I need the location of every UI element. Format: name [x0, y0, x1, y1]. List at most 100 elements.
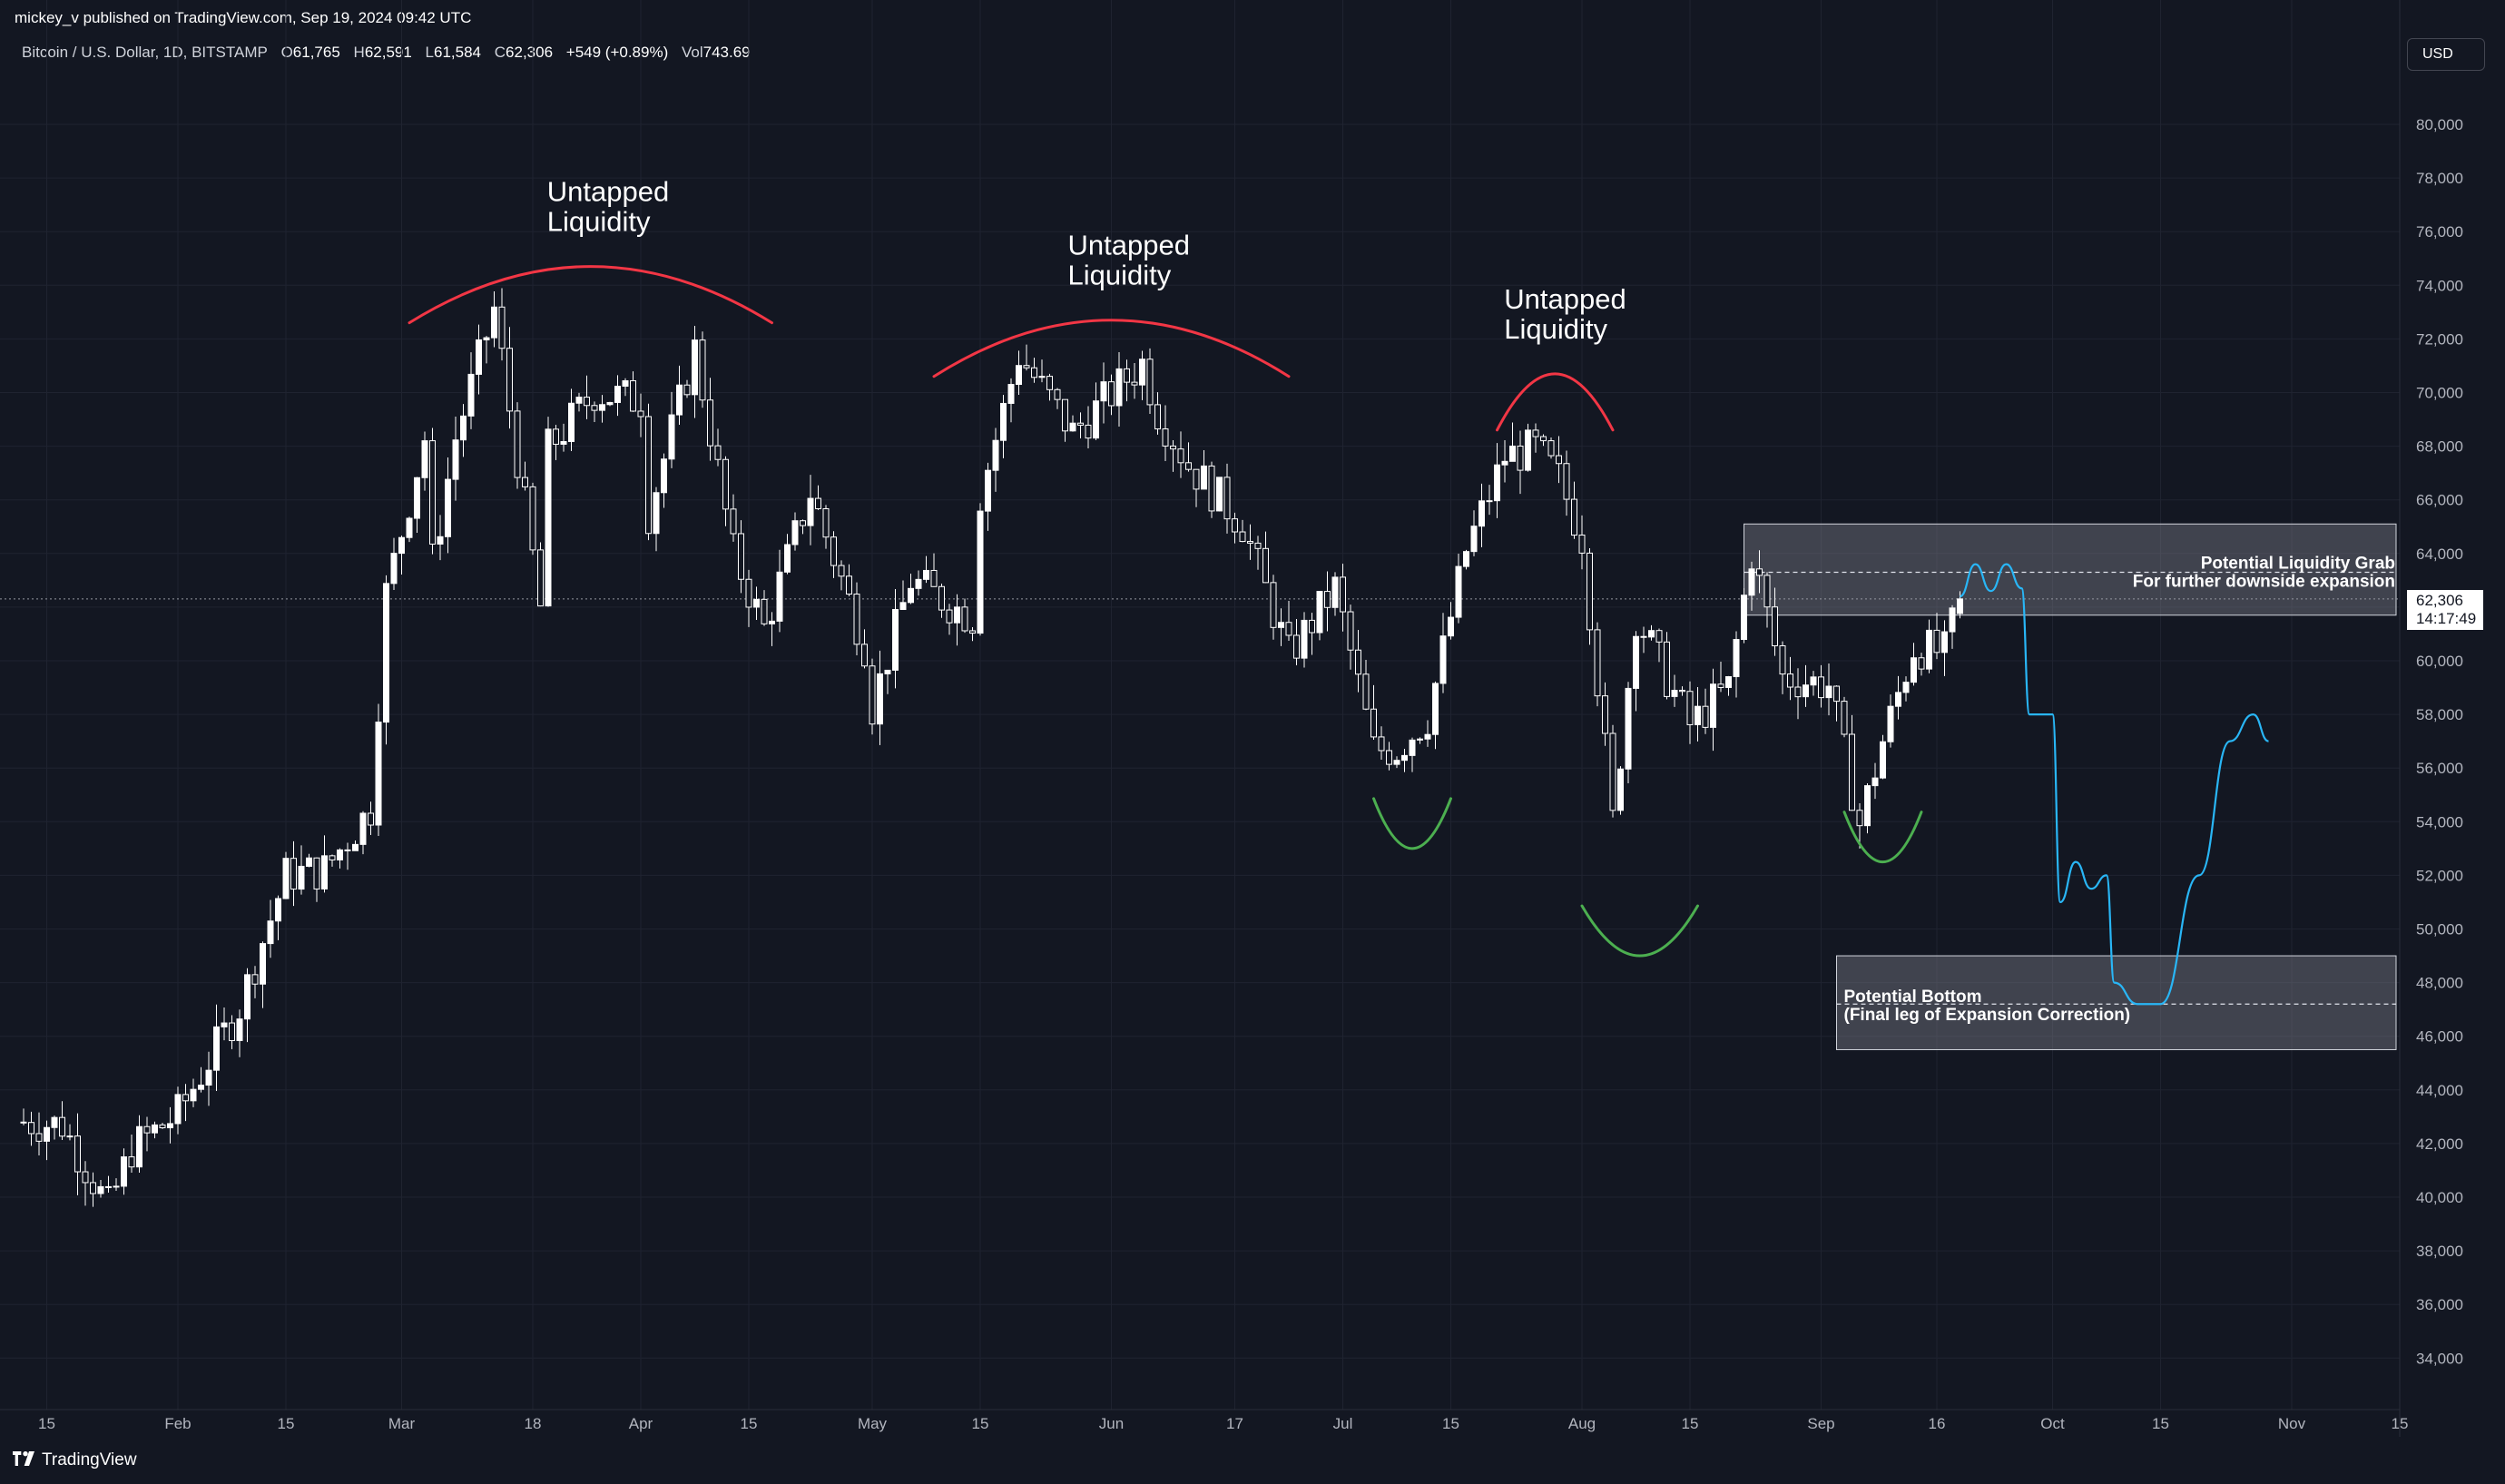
- candle: [1139, 350, 1145, 400]
- untapped-liquidity-label-2: Untapped Liquidity: [1068, 230, 1190, 291]
- candle-body: [1640, 635, 1647, 638]
- candle-body: [229, 1022, 235, 1041]
- x-tick-label: Jul: [1333, 1415, 1353, 1432]
- candle: [1609, 724, 1616, 818]
- candles-layer: [20, 288, 1963, 1207]
- candle-body: [1671, 690, 1678, 697]
- candle: [1880, 734, 1886, 780]
- candle-body: [830, 536, 837, 566]
- candle: [977, 503, 984, 636]
- candle-body: [807, 497, 814, 526]
- candle: [267, 899, 274, 958]
- candle-body: [1895, 692, 1901, 707]
- candle: [190, 1078, 197, 1107]
- candle: [1301, 612, 1308, 668]
- candle-body: [1926, 629, 1932, 670]
- candle: [460, 404, 467, 457]
- candle: [1779, 641, 1786, 694]
- candle-body: [113, 1185, 120, 1188]
- y-tick-label: 54,000: [2416, 813, 2463, 830]
- last-price-tag: 62,306 14:17:49: [2407, 590, 2483, 630]
- candle: [853, 582, 860, 656]
- candle: [1648, 624, 1655, 641]
- candle-body: [1748, 568, 1755, 596]
- candle-body: [1278, 622, 1284, 628]
- candle: [167, 1106, 173, 1144]
- candle-body: [359, 812, 367, 845]
- candle-body: [614, 386, 621, 403]
- candle: [128, 1134, 135, 1174]
- symbol-title[interactable]: Bitcoin / U.S. Dollar, 1D, BITSTAMP: [22, 44, 268, 61]
- candle-body: [738, 533, 744, 580]
- candle: [1741, 588, 1747, 644]
- candle-body: [553, 428, 559, 445]
- candle-body: [1594, 629, 1601, 697]
- candle: [1895, 675, 1901, 720]
- candle-body: [1139, 359, 1145, 386]
- candle-body: [97, 1185, 104, 1194]
- candle: [1470, 510, 1478, 556]
- candle: [28, 1111, 34, 1146]
- candle: [1278, 608, 1284, 646]
- candle-body: [1586, 552, 1593, 631]
- candle: [1007, 378, 1015, 423]
- candle: [745, 569, 752, 627]
- candle-body: [20, 1121, 27, 1124]
- candle: [637, 393, 644, 437]
- candle: [1424, 720, 1431, 747]
- candle: [59, 1101, 65, 1140]
- candle: [105, 1175, 112, 1194]
- x-tick-label: 18: [525, 1415, 542, 1432]
- y-tick-label: 78,000: [2416, 170, 2463, 187]
- candle: [553, 424, 559, 460]
- y-tick-label: 58,000: [2416, 706, 2463, 723]
- candle-body: [190, 1088, 197, 1102]
- candle-body: [1386, 750, 1392, 765]
- candle: [97, 1179, 104, 1198]
- candle-body: [884, 669, 891, 674]
- candle-body: [606, 401, 614, 406]
- candle: [730, 494, 737, 542]
- candle-body: [1293, 634, 1300, 659]
- candle-body: [1664, 641, 1670, 697]
- x-tick-label: Jun: [1099, 1415, 1124, 1432]
- candle-body: [1424, 733, 1431, 740]
- candle: [313, 857, 320, 902]
- candle-body: [692, 339, 698, 396]
- tradingview-brand[interactable]: TradingView: [13, 1450, 137, 1470]
- candle-body: [368, 812, 374, 826]
- candle-body: [375, 722, 382, 826]
- candle-body: [1023, 365, 1030, 369]
- candle-body: [1448, 616, 1454, 637]
- candle: [930, 553, 938, 587]
- candle-body: [1887, 705, 1894, 742]
- candle: [545, 417, 552, 607]
- candle: [1193, 468, 1200, 507]
- currency-button[interactable]: USD: [2407, 38, 2485, 71]
- candle: [244, 968, 250, 1043]
- candle-body: [560, 441, 567, 445]
- candle-body: [1725, 676, 1732, 688]
- candle: [1393, 756, 1400, 769]
- candle: [1448, 602, 1454, 640]
- candle: [877, 650, 883, 745]
- candle: [1162, 405, 1169, 461]
- candle: [683, 379, 691, 398]
- zone-box-2: [1836, 955, 2397, 1050]
- candle: [1640, 626, 1647, 654]
- candle-body: [275, 898, 281, 922]
- candle-body: [498, 306, 506, 349]
- candle-body: [51, 1116, 58, 1128]
- candle: [1023, 344, 1030, 371]
- candle-body: [575, 397, 583, 404]
- candle: [275, 895, 281, 940]
- candle: [1547, 437, 1555, 459]
- candle: [1177, 431, 1184, 478]
- untapped-liquidity-line: Untapped: [547, 176, 669, 208]
- candle-body: [1494, 464, 1500, 502]
- candle: [1578, 515, 1586, 570]
- candle-body: [1547, 440, 1555, 457]
- candle: [630, 371, 636, 412]
- candle-body: [1000, 402, 1007, 441]
